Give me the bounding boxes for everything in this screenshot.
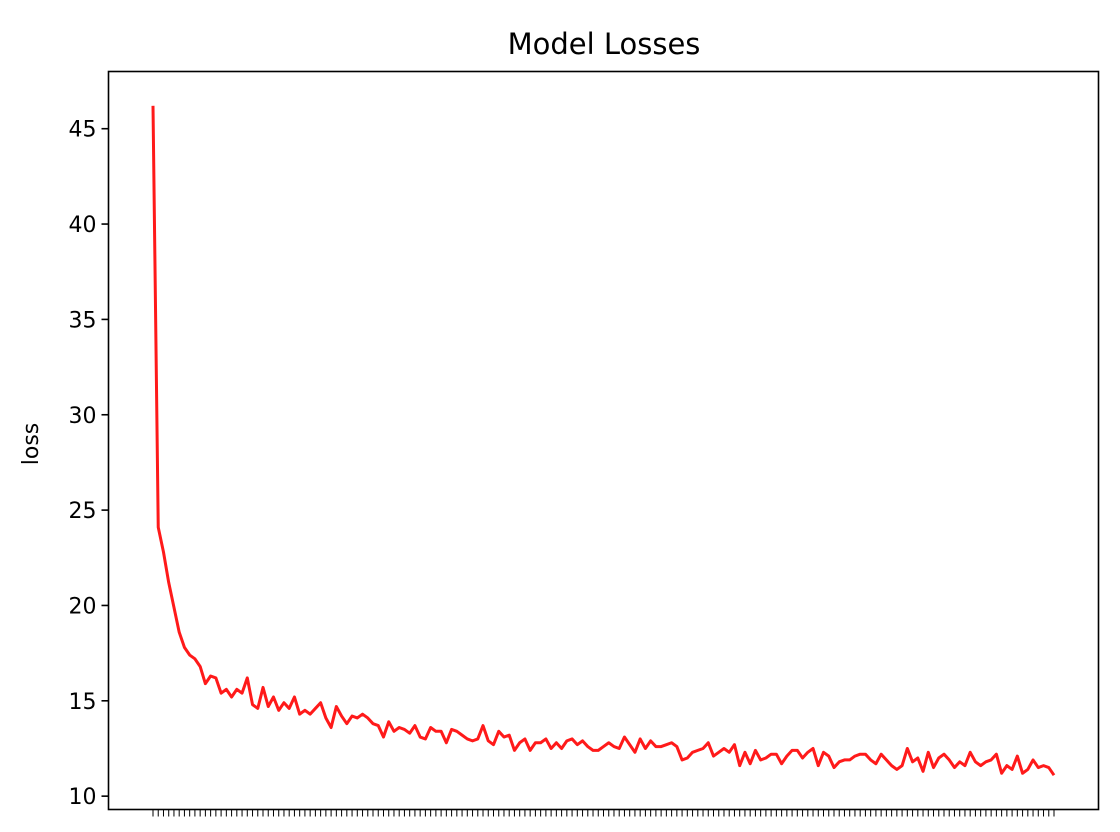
y-tick-label: 15 <box>69 690 97 715</box>
y-tick-label: 30 <box>69 404 97 429</box>
y-tick-label: 25 <box>69 499 97 524</box>
loss-series-line <box>151 105 1056 777</box>
y-tick-label: 40 <box>69 213 97 238</box>
y-tick-label: 10 <box>69 785 97 810</box>
plot-frame <box>107 70 1100 811</box>
y-axis-ticks: 10 15 20 25 30 35 40 45 <box>69 118 109 810</box>
y-axis-label: loss <box>19 423 44 466</box>
y-tick-label: 35 <box>69 308 97 333</box>
series-group <box>151 105 1056 777</box>
x-axis-ticks <box>152 809 1055 817</box>
y-tick-label: 45 <box>69 118 97 143</box>
chart-title: Model Losses <box>508 27 701 61</box>
y-tick-label: 20 <box>69 594 97 619</box>
